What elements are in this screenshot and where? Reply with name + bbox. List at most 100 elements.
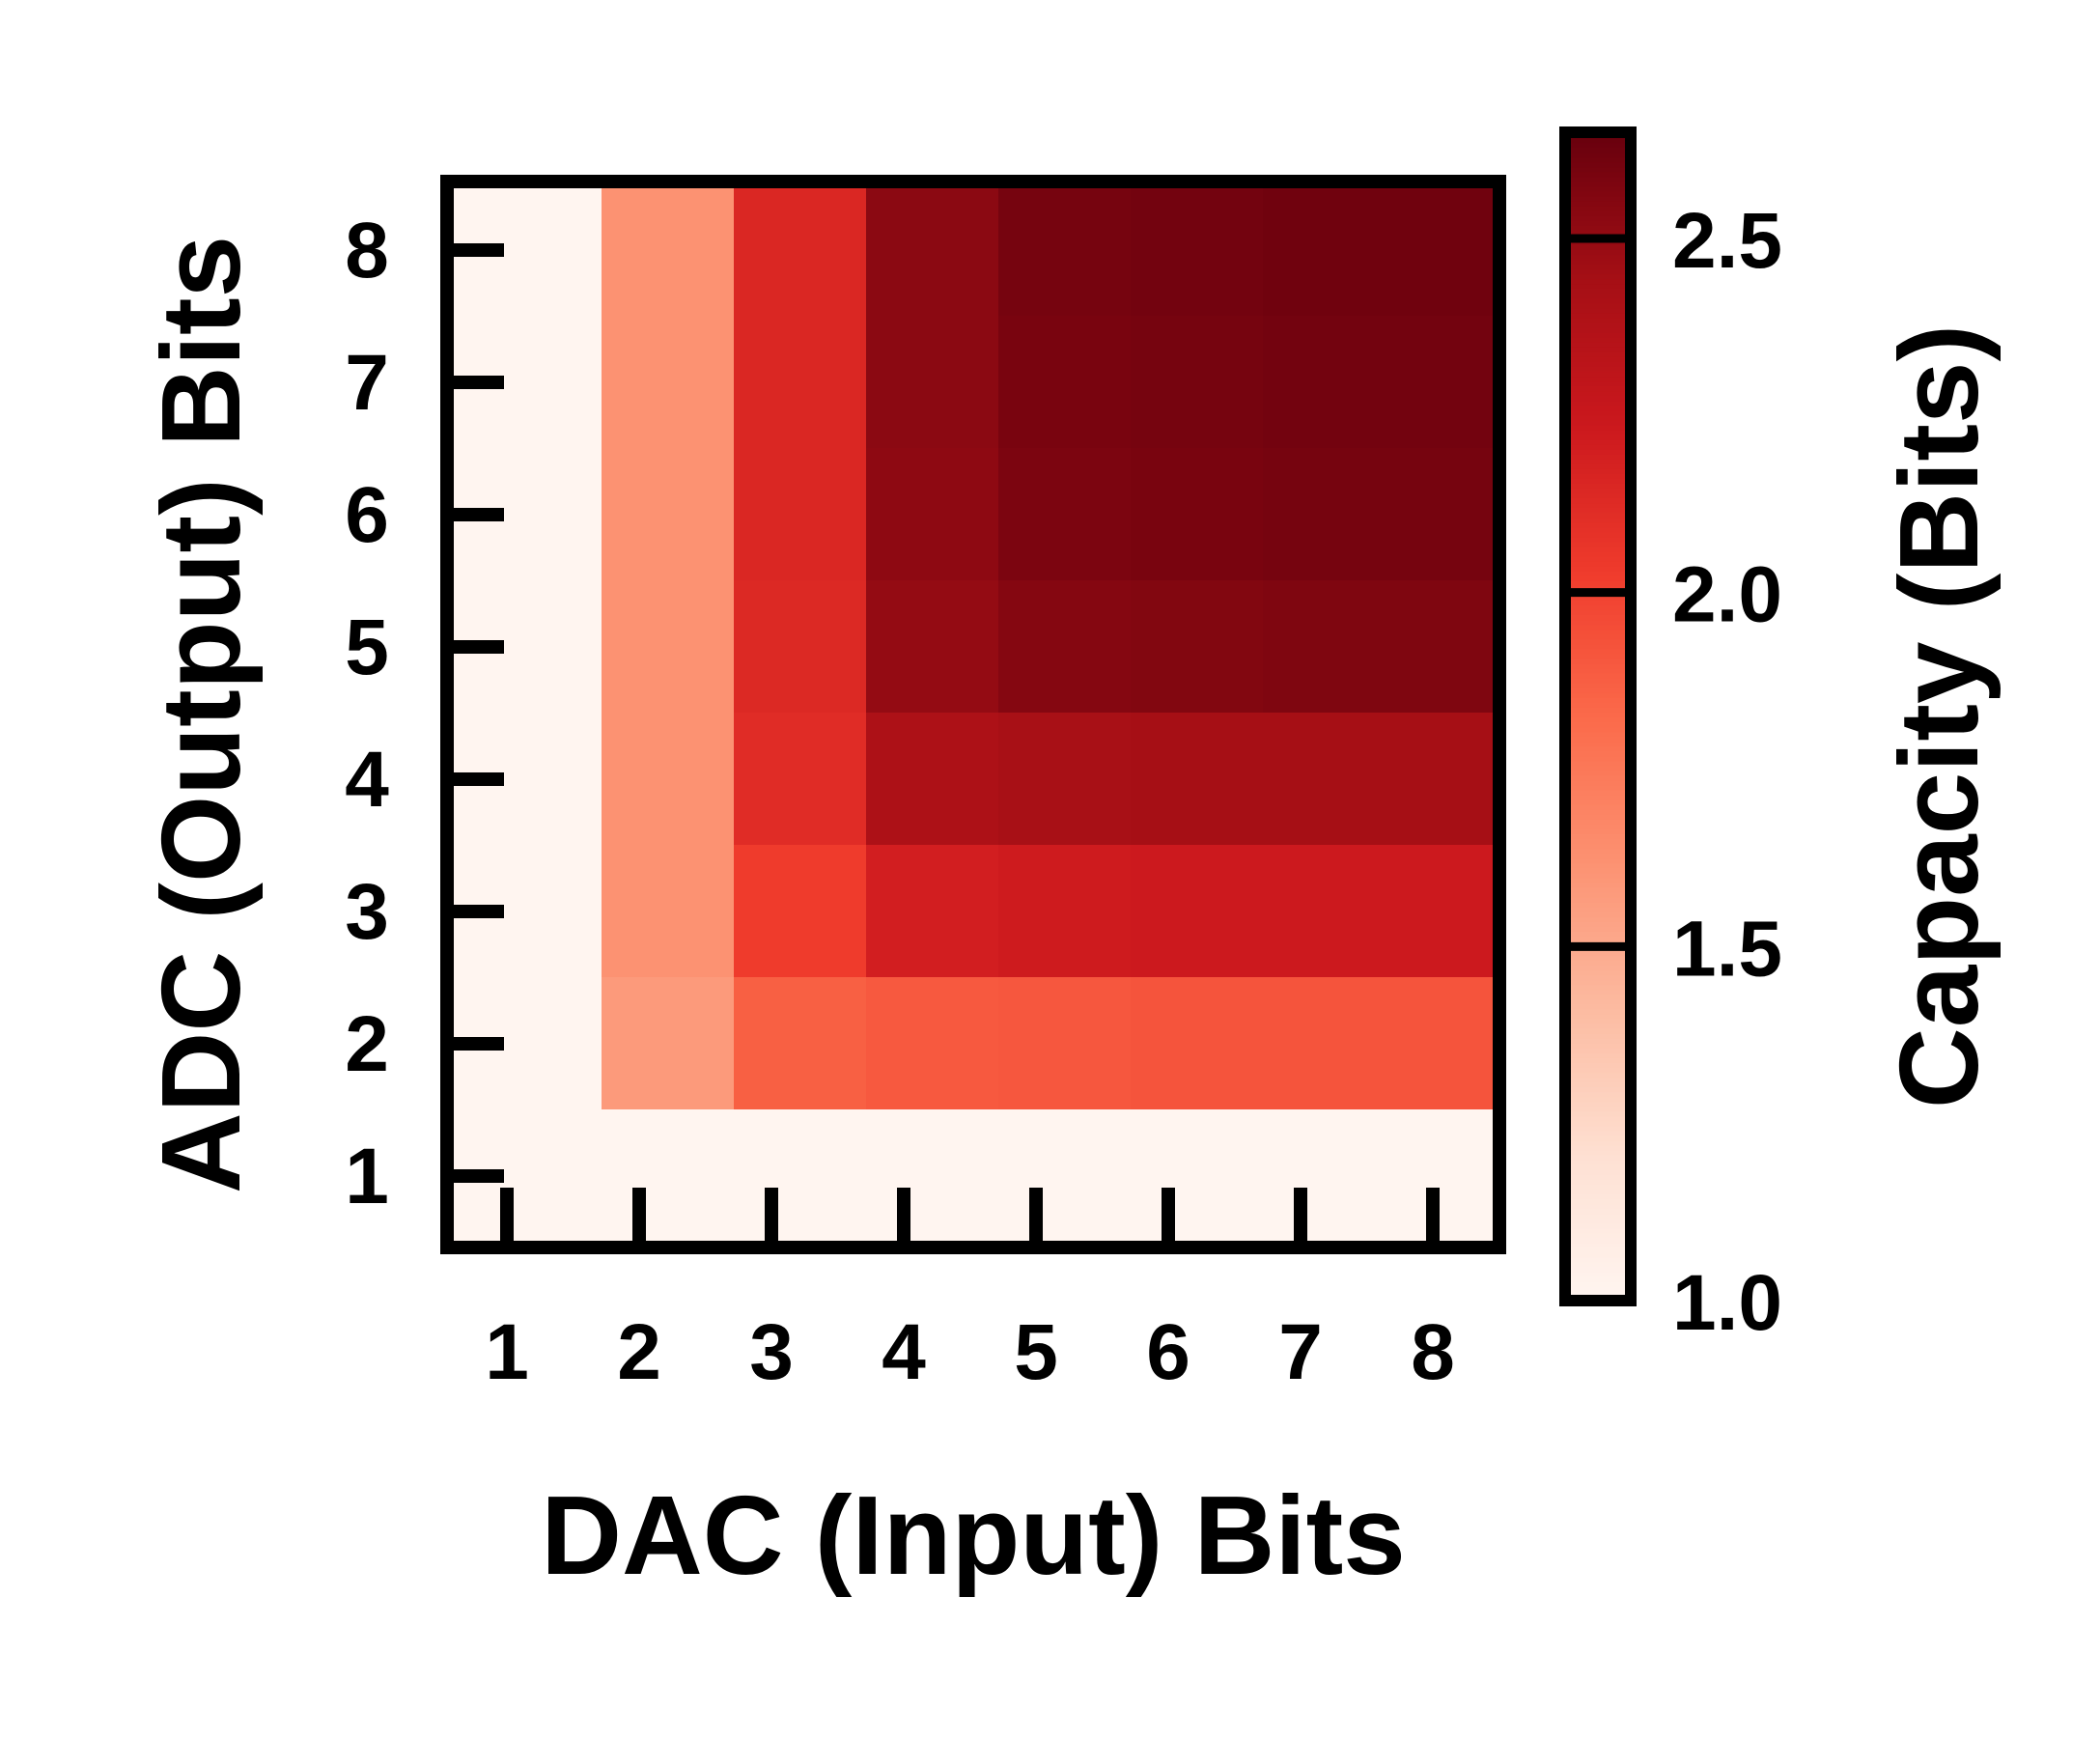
colorbar-segment — [1565, 1139, 1631, 1146]
heatmap-cell — [1131, 1108, 1264, 1242]
x-axis-label: DAC (Input) Bits — [541, 1472, 1406, 1598]
colorbar-segment — [1565, 862, 1631, 869]
colorbar-segment — [1565, 624, 1631, 631]
colorbar-segment — [1565, 1285, 1631, 1292]
colorbar-segment — [1565, 799, 1631, 805]
colorbar-segment — [1565, 278, 1631, 285]
heatmap-cell — [1131, 844, 1264, 977]
colorbar-segment — [1565, 1130, 1631, 1136]
colorbar-segment — [1565, 546, 1631, 552]
colorbar-segment — [1565, 658, 1631, 664]
colorbar-segment — [1565, 974, 1631, 981]
colorbar-segment — [1565, 989, 1631, 995]
colorbar-segment — [1565, 843, 1631, 850]
colorbar-segment — [1565, 1266, 1631, 1273]
colorbar-segment — [1565, 867, 1631, 874]
colorbar-segment — [1565, 629, 1631, 635]
heatmap-cell — [734, 188, 867, 316]
colorbar-tick-label: 2.5 — [1672, 197, 1782, 285]
colorbar-segment — [1565, 1144, 1631, 1151]
x-tick-label: 2 — [617, 1308, 661, 1396]
colorbar-segment — [1565, 823, 1631, 829]
colorbar-segment — [1565, 1051, 1631, 1058]
colorbar-segment — [1565, 317, 1631, 323]
colorbar-segment — [1565, 955, 1631, 962]
heatmap-cell — [734, 844, 867, 977]
heatmap-cell — [1395, 844, 1493, 977]
y-tick-label: 8 — [345, 207, 389, 294]
colorbar-segment — [1565, 268, 1631, 275]
y-tick-label: 4 — [345, 736, 389, 824]
colorbar-segment — [1565, 672, 1631, 679]
heatmap-cell — [734, 315, 867, 448]
colorbar-segment — [1565, 531, 1631, 538]
colorbar-segment — [1565, 288, 1631, 294]
colorbar-segment — [1565, 638, 1631, 645]
colorbar-segment — [1565, 273, 1631, 280]
colorbar-segment — [1565, 691, 1631, 698]
colorbar-segment — [1565, 813, 1631, 820]
colorbar-segment — [1565, 1203, 1631, 1210]
heatmap-cell — [734, 1108, 867, 1242]
colorbar-segment — [1565, 312, 1631, 319]
colorbar-segment — [1565, 438, 1631, 445]
colorbar-segment — [1565, 1208, 1631, 1215]
heatmap-cell — [866, 844, 999, 977]
colorbar-segment — [1565, 147, 1631, 154]
colorbar-segment — [1565, 1013, 1631, 1020]
colorbar-segment — [1565, 254, 1631, 261]
colorbar-segment — [1565, 1256, 1631, 1263]
heatmap-cell — [998, 315, 1132, 448]
colorbar-segment — [1565, 1096, 1631, 1103]
colorbar-segment — [1565, 283, 1631, 290]
y-tick-labels: 1 2 3 4 5 6 7 8 — [345, 207, 389, 1220]
colorbar-segment — [1565, 1247, 1631, 1253]
colorbar-segment — [1565, 331, 1631, 338]
colorbar-segment — [1565, 1154, 1631, 1161]
colorbar-segment — [1565, 1242, 1631, 1248]
heatmap-cell — [1263, 844, 1396, 977]
colorbar-segment — [1565, 1037, 1631, 1044]
heatmap-cell — [602, 188, 735, 316]
colorbar-segment — [1565, 1056, 1631, 1063]
heatmap-cell — [602, 1108, 735, 1242]
heatmap-cell — [998, 1108, 1132, 1242]
y-tick-label: 7 — [345, 339, 389, 427]
colorbar-segment — [1565, 385, 1631, 392]
colorbar-segment — [1565, 195, 1631, 202]
colorbar-segment — [1565, 774, 1631, 781]
colorbar-segment — [1565, 1159, 1631, 1165]
colorbar-segment — [1565, 1003, 1631, 1010]
colorbar-segment — [1565, 716, 1631, 723]
colorbar-segment — [1565, 395, 1631, 402]
colorbar-segment — [1565, 1275, 1631, 1282]
colorbar-segment — [1565, 264, 1631, 270]
colorbar-segment — [1565, 614, 1631, 621]
colorbar-segment — [1565, 965, 1631, 971]
colorbar-segment — [1565, 1290, 1631, 1297]
colorbar-segment — [1565, 214, 1631, 221]
heatmap-cell — [1131, 188, 1264, 316]
heatmap-cell — [866, 315, 999, 448]
heatmap-cell — [1263, 976, 1396, 1109]
heatmap-cell — [1263, 712, 1396, 845]
x-tick-label: 8 — [1411, 1308, 1455, 1396]
colorbar-segment — [1565, 600, 1631, 606]
colorbar-segment — [1565, 166, 1631, 173]
colorbar-segment — [1565, 1027, 1631, 1034]
colorbar-segment — [1565, 1198, 1631, 1205]
colorbar-segment — [1565, 1218, 1631, 1224]
colorbar-segment — [1565, 536, 1631, 543]
colorbar-segment — [1565, 497, 1631, 504]
colorbar-segment — [1565, 935, 1631, 941]
colorbar-segment — [1565, 1168, 1631, 1175]
colorbar-segment — [1565, 477, 1631, 484]
colorbar-segment — [1565, 667, 1631, 674]
colorbar-segment — [1565, 741, 1631, 747]
colorbar-segment — [1565, 677, 1631, 684]
colorbar-segment — [1565, 219, 1631, 226]
heatmap-cell — [1131, 976, 1264, 1109]
colorbar-segment — [1565, 205, 1631, 211]
heatmap-cell — [998, 976, 1132, 1109]
